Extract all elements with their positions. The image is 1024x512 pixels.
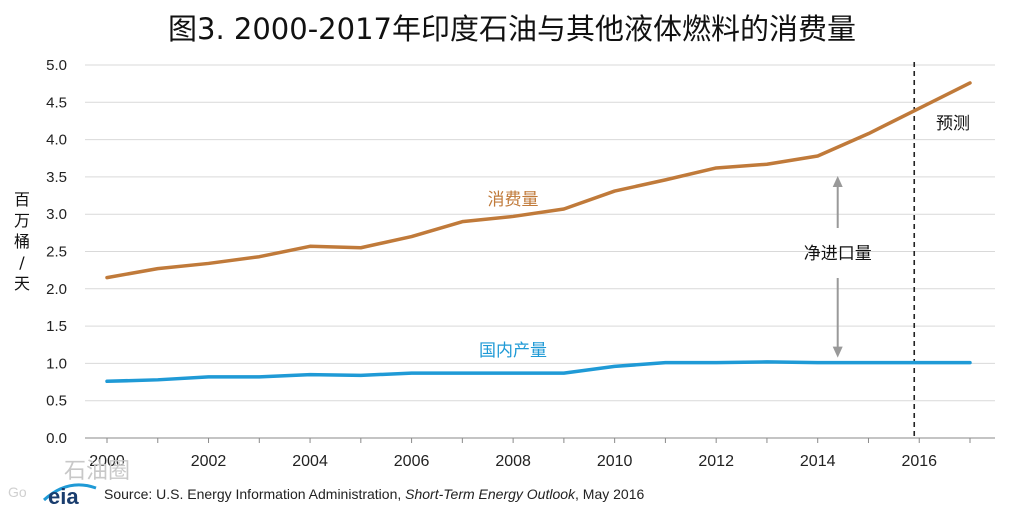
logo-text: eia (48, 484, 79, 508)
x-tick-label: 2006 (394, 453, 430, 470)
x-tick-label: 2012 (698, 453, 734, 470)
source-report: Short-Term Energy Outlook (405, 486, 576, 502)
y-tick-label: 1.0 (46, 355, 67, 372)
arrow-head-up (832, 176, 843, 188)
source-note: Source: U.S. Energy Information Administ… (104, 486, 644, 502)
x-tick-label: 2014 (800, 453, 836, 470)
y-tick-label: 0.5 (46, 393, 67, 410)
watermark-text: 石油圈 (64, 459, 131, 484)
y-tick-label: 5.0 (46, 57, 67, 74)
y-tick-label: 2.5 (46, 244, 67, 261)
net-import-label: 净进口量 (804, 244, 872, 264)
watermark-sub: Go (8, 484, 27, 500)
y-tick-label: 1.5 (46, 318, 67, 335)
y-tick-label: 3.5 (46, 169, 67, 186)
series-label-production: 国内产量 (479, 341, 547, 361)
x-tick-label: 2010 (597, 453, 633, 470)
source-suffix: , May 2016 (575, 486, 645, 502)
series-label-consumption: 消费量 (488, 190, 539, 210)
arrow-head-down (832, 346, 843, 358)
x-tick-label: 2004 (292, 453, 328, 470)
y-tick-label: 4.0 (46, 132, 67, 149)
chart-title: 图3. 2000-2017年印度石油与其他液体燃料的消费量 (168, 12, 856, 46)
x-tick-label: 2000 (89, 453, 125, 470)
x-tick-label: 2008 (495, 453, 531, 470)
series-line-1 (105, 81, 972, 280)
forecast-label: 预测 (936, 114, 970, 134)
source-prefix: Source: U.S. Energy Information Administ… (104, 486, 406, 502)
x-tick-label: 2002 (191, 453, 227, 470)
series-line-2 (105, 360, 972, 384)
x-tick-label: 2016 (901, 453, 937, 470)
y-axis-label: 百万桶/天 (14, 190, 30, 293)
y-tick-label: 3.0 (46, 206, 67, 223)
y-tick-label: 0.0 (46, 430, 67, 447)
y-tick-label: 2.0 (46, 281, 67, 298)
y-tick-label: 4.5 (46, 94, 67, 111)
